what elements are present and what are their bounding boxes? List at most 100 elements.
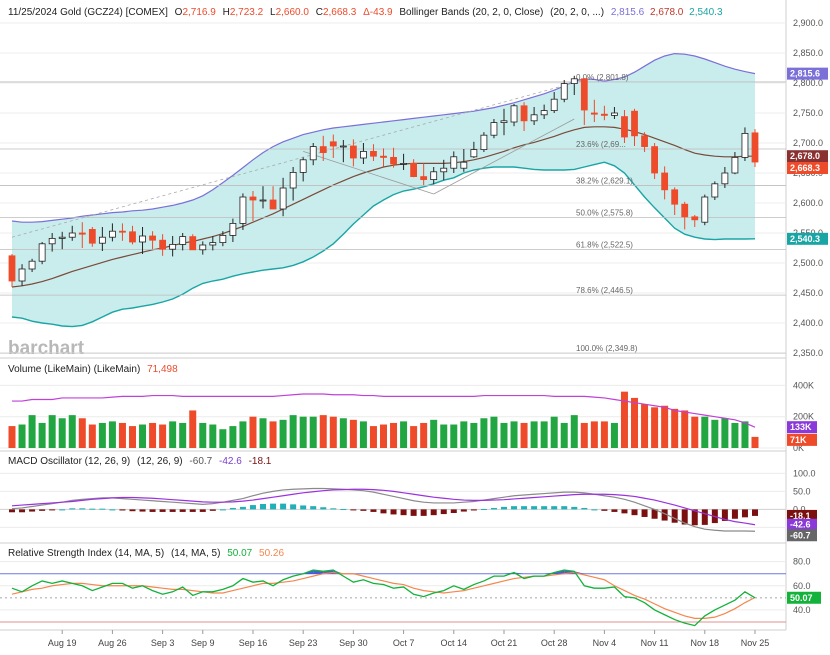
candle-body (530, 114, 538, 122)
volume-bar (349, 419, 357, 448)
bollinger-upper-line (11, 52, 756, 223)
candle-body (390, 156, 397, 165)
fib-level-label: 23.6% (2,69... (576, 140, 626, 149)
macd-histogram-bar (49, 509, 56, 511)
volume-bar (369, 426, 377, 448)
macd-histogram-bar (430, 509, 437, 516)
macd-histogram-bar (239, 506, 246, 510)
macd-histogram-bar (159, 509, 166, 512)
macd-histogram-bar (350, 509, 357, 511)
volume-bar (641, 404, 649, 448)
macd-histogram-bar (480, 509, 487, 511)
price-tag-label: 2,540.3 (790, 234, 820, 244)
candle-body (741, 132, 749, 158)
price-y-tick: 2,750.0 (793, 108, 823, 118)
candle-body (219, 234, 227, 243)
rsi-value: 50.07 (227, 548, 252, 559)
macd-histogram-bar (260, 504, 267, 510)
rsi-y-tick: 60.0 (793, 581, 811, 591)
volume-y-tick: 400K (793, 380, 814, 390)
candle-body (430, 171, 438, 181)
volume-bar (139, 424, 147, 448)
volume-bar (600, 421, 608, 448)
candle-body (309, 146, 317, 161)
candle-body (550, 98, 558, 111)
x-axis-label: Sep 3 (151, 638, 175, 648)
volume-bar (169, 421, 177, 448)
macd-signal-line (11, 488, 756, 526)
candle-body (731, 156, 739, 174)
macd-histogram-bar (561, 506, 568, 510)
macd-histogram-bar (410, 509, 417, 516)
candle-body (701, 196, 709, 223)
candle-body (289, 171, 297, 189)
volume-y-tick: 200K (793, 412, 814, 422)
volume-bar (159, 424, 167, 448)
macd-histogram-bar (651, 509, 658, 519)
candle-body (671, 189, 679, 205)
candle-body (48, 237, 56, 245)
macd-histogram-bar (541, 506, 548, 510)
price-y-tick: 2,600.0 (793, 198, 823, 208)
candle-body (560, 83, 568, 100)
fib-level-label: 38.2% (2,629.1) (576, 177, 633, 186)
candle-body (360, 150, 367, 159)
price-y-tick: 2,500.0 (793, 258, 823, 268)
candle-body (711, 183, 719, 198)
rsi-ma-line (11, 571, 756, 619)
volume-bar (610, 422, 618, 448)
macd-histogram-bar (219, 509, 226, 511)
volume-bar (229, 426, 237, 448)
macd-histogram-bar (661, 509, 668, 521)
volume-bar (259, 418, 267, 448)
volume-bar (58, 418, 66, 448)
volume-bar (189, 410, 197, 448)
candle-body (329, 141, 337, 147)
volume-bar (78, 418, 86, 448)
volume-bar (8, 426, 16, 448)
fib-level-label: 50.0% (2,575.8) (576, 209, 633, 218)
candle-body (229, 222, 237, 236)
volume-bar (420, 422, 428, 448)
volume-bar (400, 421, 408, 448)
volume-bar (88, 424, 96, 448)
volume-bar (179, 422, 187, 448)
fib-level-label: 61.8% (2,522.5) (576, 241, 633, 250)
volume-bar (28, 415, 36, 448)
svg-text:Volume (LikeMain) (LikeMain): Volume (LikeMain) (LikeMain) 71,498 (8, 364, 178, 375)
macd-histogram-bar (209, 509, 216, 511)
candle-body (129, 231, 136, 243)
candle-body (269, 199, 277, 210)
volume-bar (480, 418, 488, 448)
volume-average-line (12, 393, 756, 428)
price-tag-box (787, 232, 828, 245)
macd-histogram-bar (189, 509, 196, 512)
macd-histogram-bar (129, 509, 136, 512)
volume-bar (651, 407, 659, 448)
macd-histogram-bar (229, 507, 236, 510)
volume-bar (510, 421, 518, 448)
macd-histogram-bar (19, 509, 26, 513)
price-tag-label: 2,815.6 (790, 69, 820, 79)
macd-histogram-bar (179, 509, 186, 512)
x-axis-label: Nov 11 (641, 638, 669, 648)
rsi-y-tick: 80.0 (793, 557, 811, 567)
volume-bar (108, 421, 116, 448)
volume-bar (631, 397, 639, 448)
candle-body (751, 132, 759, 163)
macd-histogram-bar (99, 508, 106, 510)
candle-body (420, 176, 428, 181)
volume-bar (540, 421, 548, 448)
candle-body (450, 156, 458, 169)
candle-body (259, 199, 267, 202)
volume-bar (570, 415, 578, 448)
macd-histogram-bar (109, 509, 116, 511)
volume-bar (590, 421, 598, 448)
fib-level-label: 78.6% (2,446.5) (576, 286, 633, 295)
volume-bar (470, 422, 478, 448)
macd-histogram-bar (39, 509, 46, 511)
header-change: -43.9 (370, 7, 393, 18)
trend-line-up (433, 118, 575, 195)
macd-histogram-bar (79, 508, 86, 510)
candle-body (149, 235, 156, 241)
